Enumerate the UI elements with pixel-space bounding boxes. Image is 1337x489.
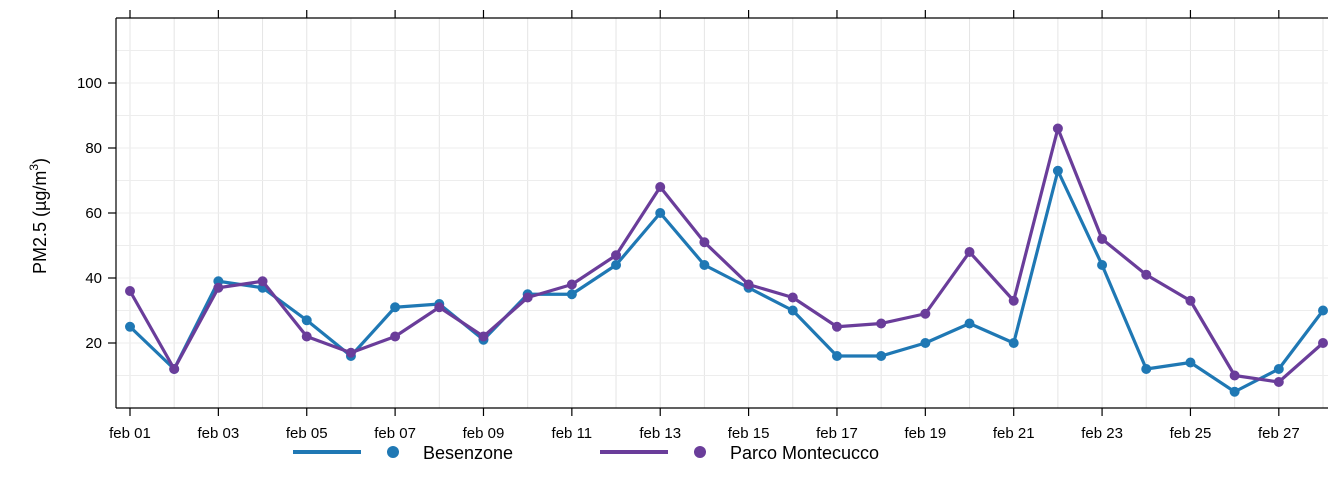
- x-tick-label: feb 19: [904, 425, 946, 442]
- y-tick-label: 100: [77, 75, 102, 92]
- data-point: [1318, 338, 1328, 348]
- legend-label: Besenzone: [423, 443, 513, 463]
- data-point: [1318, 305, 1328, 316]
- x-tick-label: feb 23: [1081, 425, 1123, 442]
- data-point: [566, 289, 577, 300]
- data-point: [1141, 269, 1152, 280]
- data-point: [1141, 364, 1152, 374]
- data-point: [743, 279, 754, 290]
- y-axis-label-main: PM2.5 (µg/m: [30, 171, 50, 274]
- data-point: [920, 308, 931, 319]
- y-tick-label: 20: [85, 335, 102, 352]
- series-line: [128, 169, 1325, 394]
- data-point: [1097, 260, 1108, 270]
- x-tick-label: feb 05: [286, 425, 328, 442]
- x-tick-label: feb 09: [463, 425, 505, 442]
- x-tick-label: feb 27: [1258, 425, 1300, 442]
- x-tick-label: feb 11: [552, 425, 593, 442]
- series-line: [128, 126, 1325, 384]
- y-axis-label-close: ): [30, 158, 50, 164]
- data-point: [831, 351, 842, 361]
- data-point: [434, 302, 445, 313]
- y-axis-label: PM2.5 (µg/m3): [27, 158, 50, 274]
- data-point: [699, 237, 710, 248]
- data-point: [522, 292, 533, 303]
- y-tick-label: 40: [85, 270, 102, 287]
- x-tick-label: feb 13: [639, 425, 681, 442]
- data-point: [964, 247, 975, 257]
- data-point: [1052, 123, 1063, 134]
- legend-swatch-point: [694, 446, 706, 458]
- x-tick-label: feb 15: [728, 425, 770, 442]
- data-point: [478, 331, 489, 342]
- legend: Besenzone Parco Montecucco: [293, 443, 879, 463]
- data-point: [920, 338, 931, 348]
- data-point: [1097, 234, 1108, 244]
- series-group: [125, 123, 1328, 397]
- data-point: [831, 321, 842, 332]
- x-tick-label: feb 25: [1170, 425, 1212, 442]
- x-tick-label: feb 17: [816, 425, 858, 442]
- legend-swatch-point: [387, 446, 399, 458]
- data-point: [125, 321, 135, 332]
- grid: [116, 18, 1328, 408]
- data-point: [1185, 295, 1196, 306]
- data-point: [655, 208, 666, 218]
- data-point: [1008, 295, 1019, 306]
- data-point: [566, 279, 577, 290]
- data-point: [390, 331, 401, 342]
- data-point: [390, 302, 401, 313]
- data-point: [1229, 370, 1240, 381]
- data-point: [257, 276, 268, 287]
- data-point: [1008, 338, 1019, 348]
- data-point: [787, 292, 798, 303]
- data-point: [169, 364, 180, 374]
- data-point: [345, 347, 356, 358]
- data-point: [301, 315, 312, 326]
- data-point: [787, 305, 798, 316]
- data-point: [655, 182, 666, 192]
- y-tick-label: 80: [85, 140, 102, 157]
- data-point: [301, 331, 312, 342]
- x-tick-label: feb 03: [198, 425, 240, 442]
- data-point: [125, 286, 135, 296]
- data-point: [1229, 386, 1240, 397]
- legend-item: Parco Montecucco: [600, 443, 879, 463]
- x-tick-label: feb 01: [109, 425, 151, 442]
- data-point: [1273, 364, 1284, 374]
- data-point: [1052, 165, 1063, 176]
- x-tick-label: feb 21: [993, 425, 1035, 442]
- data-point: [611, 260, 622, 270]
- data-point: [1185, 357, 1196, 368]
- series-besenzone: [125, 165, 1328, 397]
- data-point: [876, 318, 887, 329]
- data-point: [876, 351, 887, 361]
- series-parco-montecucco: [125, 123, 1328, 387]
- axes: feb 01 feb 03 feb 05 feb 07 feb 09 feb 11 feb …: [77, 10, 1328, 442]
- y-tick-label: 60: [85, 205, 102, 222]
- data-point: [964, 318, 975, 329]
- data-point: [213, 282, 224, 293]
- legend-item: Besenzone: [293, 443, 513, 463]
- data-point: [699, 260, 710, 270]
- data-point: [611, 250, 622, 261]
- y-axis-label-sup: 3: [27, 164, 41, 171]
- x-tick-label: feb 07: [374, 425, 416, 442]
- data-point: [1273, 377, 1284, 387]
- legend-label: Parco Montecucco: [730, 443, 879, 463]
